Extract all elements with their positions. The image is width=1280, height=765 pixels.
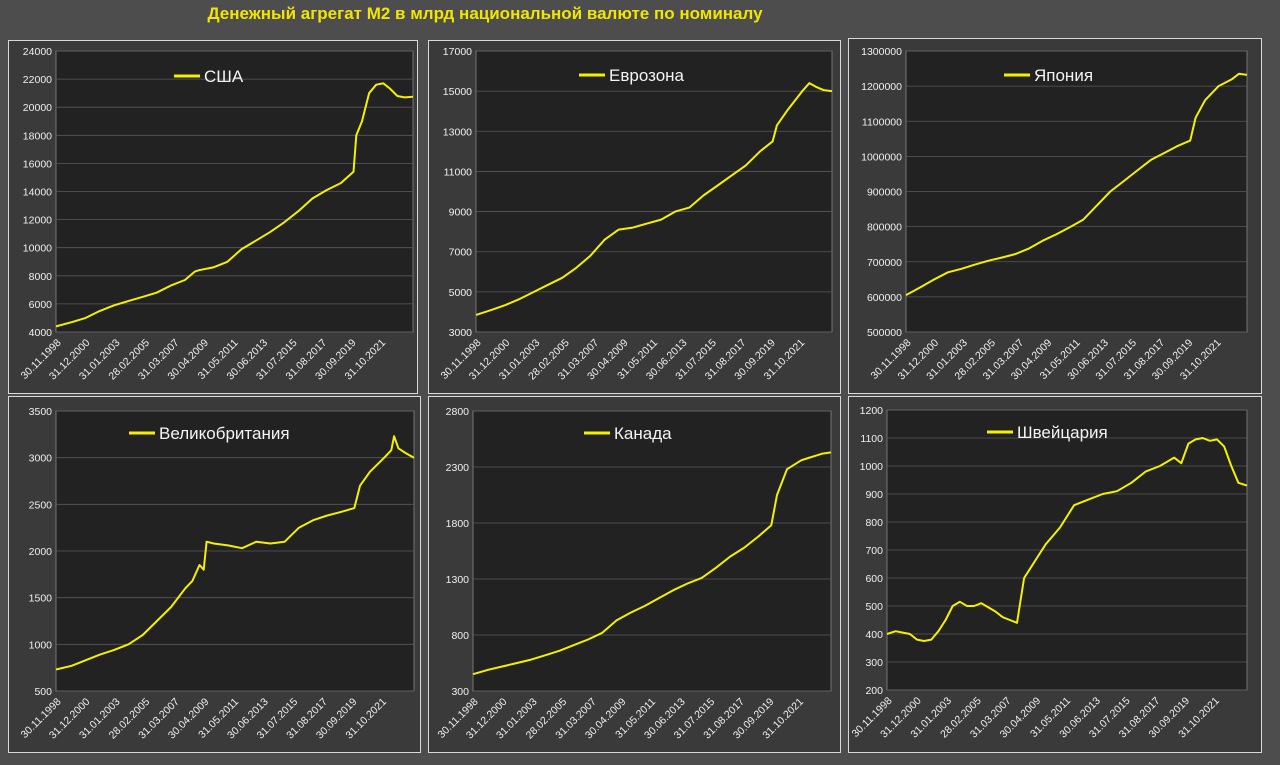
y-tick-label: 1500	[29, 593, 53, 605]
y-tick-label: 9000	[449, 207, 473, 219]
chart-uk: 500 1000 1500 2000 2500 3000 3500 30.11.1998 31.…	[8, 396, 421, 753]
y-tick-label: 2800	[446, 406, 470, 418]
plot-area	[472, 410, 832, 692]
y-tick-label: 24000	[23, 46, 52, 58]
y-tick-label: 1300	[446, 574, 470, 586]
chart-usa: 4000 6000 8000 10000 12000 14000 16000 18000 200…	[8, 40, 418, 394]
y-tick-label: 17000	[443, 46, 472, 58]
series-line	[886, 437, 1248, 642]
plot-area	[475, 50, 833, 333]
series-line	[55, 435, 415, 671]
y-tick-label: 700000	[867, 257, 902, 269]
chart-svg: 4000 6000 8000 10000 12000 14000 16000 18000 200…	[19, 46, 414, 382]
series-line	[475, 82, 833, 316]
chart-canada: 300 800 1300 1800 2300 2800 30.11.1998 31.12.20…	[428, 396, 841, 753]
y-tick-label: 800	[865, 517, 883, 529]
y-tick-label: 3000	[449, 327, 473, 339]
y-tick-label: 22000	[23, 74, 52, 86]
chart-switzerland: 200 300 400 500 600 700 800 900 1000 1100 1200 30.1…	[848, 396, 1262, 753]
legend-label: Швейцария	[1017, 423, 1108, 442]
y-tick-label: 8000	[29, 271, 53, 283]
y-tick-label: 1100000	[862, 116, 902, 128]
chart-svg: 50010001500200025003000350030.11.199831.…	[19, 406, 415, 741]
y-tick-label: 800000	[867, 222, 902, 234]
y-tick-label: 1200000	[861, 81, 902, 93]
y-tick-label: 500000	[867, 327, 902, 339]
y-tick-label: 600	[865, 573, 883, 585]
y-tick-label: 12000	[23, 215, 52, 227]
legend-label: Еврозона	[609, 66, 685, 85]
y-tick-label: 900	[865, 489, 883, 501]
y-tick-label: 11000	[444, 166, 473, 178]
y-tick-label: 13000	[443, 126, 472, 138]
y-tick-label: 3000	[29, 453, 53, 465]
y-tick-label: 1000	[860, 461, 884, 473]
y-tick-label: 300	[865, 657, 883, 669]
y-tick-label: 16000	[23, 158, 52, 170]
y-tick-label: 800	[451, 630, 469, 642]
y-tick-label: 200	[865, 685, 883, 697]
y-tick-label: 500	[34, 686, 52, 698]
chart-japan: 500000 600000 700000 800000 900000 1000000 110…	[848, 38, 1262, 394]
y-tick-label: 4000	[29, 327, 53, 339]
y-tick-label: 300	[451, 686, 469, 698]
y-tick-label: 1000000	[861, 151, 902, 163]
legend-label: США	[204, 67, 244, 86]
series-line	[472, 451, 832, 676]
y-tick-label: 400	[865, 629, 883, 641]
series-line	[55, 82, 414, 328]
series-line	[905, 72, 1248, 296]
legend-label: Канада	[614, 424, 672, 443]
y-tick-label: 10000	[23, 243, 52, 255]
chart-svg: 30005000700090001100013000150001700030.1…	[439, 46, 833, 382]
y-tick-label: 6000	[29, 299, 53, 311]
y-tick-label: 3500	[29, 406, 53, 418]
y-tick-label: 1200	[860, 405, 884, 417]
y-tick-label: 600000	[867, 292, 902, 304]
y-tick-label: 2500	[29, 499, 53, 511]
y-tick-label: 1100	[860, 433, 883, 445]
y-tick-label: 500	[865, 601, 883, 613]
chart-svg: 20030040050060070080090010001100120030.1…	[850, 405, 1248, 740]
y-tick-label: 14000	[23, 187, 52, 199]
chart-eurozone: 3000 5000 7000 9000 11000 13000 15000 17000 30.1…	[428, 40, 841, 394]
y-tick-label: 18000	[23, 130, 52, 142]
y-tick-label: 7000	[449, 247, 473, 259]
y-tick-label: 700	[865, 545, 883, 557]
y-tick-label: 1300000	[861, 46, 902, 58]
y-tick-label: 5000	[449, 287, 473, 299]
y-tick-label: 1000	[29, 639, 53, 651]
main-title: Денежный агрегат М2 в млрд национальной …	[207, 4, 763, 23]
legend-label: Япония	[1034, 66, 1093, 85]
y-tick-label: 15000	[443, 86, 472, 98]
chart-svg: 500000 600000 700000 800000 900000 1000000 110…	[861, 46, 1248, 382]
chart-svg: 300800130018002300280030.11.199831.12.20…	[436, 406, 832, 741]
y-tick-label: 2000	[29, 546, 53, 558]
y-tick-label: 1800	[446, 518, 470, 530]
y-tick-label: 2300	[446, 462, 470, 474]
y-tick-label: 900000	[867, 187, 902, 199]
y-tick-label: 20000	[23, 102, 52, 114]
legend-label: Великобритания	[159, 424, 290, 443]
